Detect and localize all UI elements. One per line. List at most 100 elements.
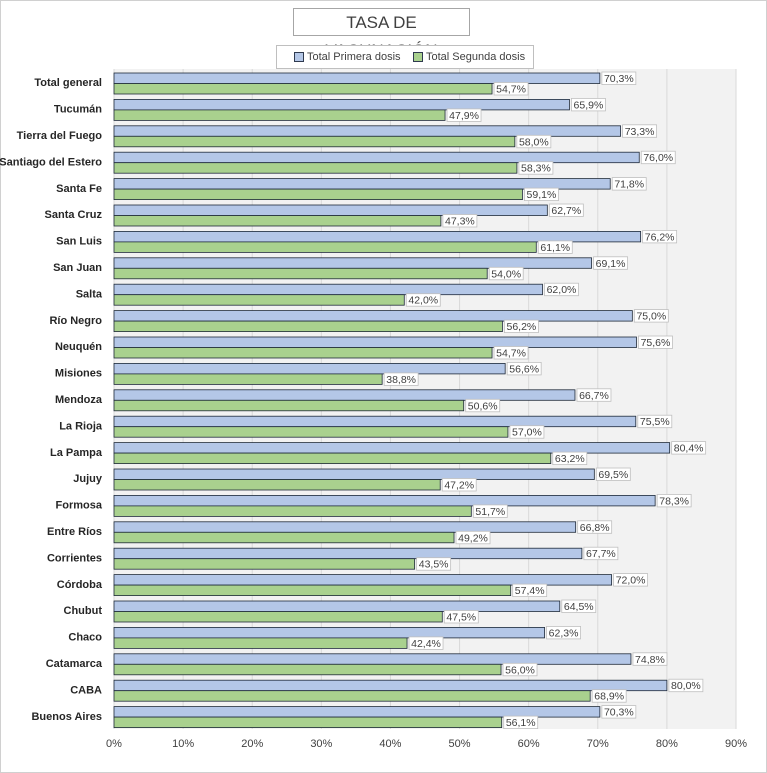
bar-first-dose <box>113 310 633 322</box>
category-label: Mendoza <box>55 394 103 406</box>
bar-first-dose <box>113 204 548 216</box>
data-label-second-dose: 56,0% <box>505 664 535 676</box>
bar-second-dose <box>113 188 523 201</box>
data-label-box <box>493 82 529 96</box>
category-label: Total general <box>34 77 102 89</box>
category-label: San Juan <box>53 262 102 274</box>
bar-first-dose <box>113 283 543 296</box>
data-label-first-dose: 67,7% <box>586 548 616 560</box>
bar-second-dose <box>113 663 502 676</box>
category-label: Catamarca <box>46 658 103 670</box>
data-label-first-dose: 80,0% <box>671 680 701 692</box>
data-label-box <box>488 266 524 281</box>
data-label-box <box>583 546 619 561</box>
category-label: Chubut <box>64 605 103 617</box>
data-label-first-dose: 76,2% <box>645 231 675 243</box>
data-label-box <box>632 652 668 666</box>
data-label-first-dose: 74,8% <box>635 654 665 666</box>
bar-second-dose <box>113 294 405 306</box>
category-label: Entre Ríos <box>47 526 102 538</box>
data-label-box <box>516 134 552 149</box>
data-label-box <box>571 98 606 112</box>
data-label-box <box>622 124 657 138</box>
data-label-second-dose: 54,0% <box>491 268 521 280</box>
data-label-second-dose: 42,0% <box>408 295 438 307</box>
data-label-first-dose: 66,7% <box>579 390 609 402</box>
data-label-second-dose: 47,5% <box>446 612 476 624</box>
x-tick-label: 50% <box>449 738 471 750</box>
x-tick-label: 10% <box>172 738 194 750</box>
data-label-first-dose: 56,6% <box>509 363 539 375</box>
data-label-second-dose: 57,0% <box>512 427 542 439</box>
data-label-box <box>640 150 676 165</box>
bar-first-dose <box>113 494 656 507</box>
data-label-second-dose: 43,5% <box>419 559 449 571</box>
x-tick-label: 0% <box>106 738 122 750</box>
bar-first-dose <box>113 99 570 111</box>
legend-label-second-dose: Total Segunda dosis <box>426 51 526 63</box>
data-label-second-dose: 63,2% <box>555 453 585 465</box>
bar-second-dose <box>113 347 493 359</box>
category-label: Tierra del Fuego <box>17 130 103 142</box>
x-tick-label: 40% <box>379 738 401 750</box>
data-label-box <box>642 229 678 244</box>
category-label: Neuquén <box>55 341 102 353</box>
bar-second-dose <box>113 637 408 649</box>
data-label-box <box>601 705 637 719</box>
bar-first-dose <box>113 230 642 243</box>
data-label-first-dose: 78,3% <box>659 495 689 507</box>
category-label: Santa Fe <box>56 183 102 195</box>
data-label-box <box>455 530 491 545</box>
data-label-second-dose: 50,6% <box>468 400 498 412</box>
data-label-box <box>638 335 673 349</box>
data-label-box <box>544 282 579 297</box>
data-label-box <box>577 520 613 534</box>
category-label: Jujuy <box>73 473 103 485</box>
legend-swatch-first-dose <box>294 52 304 62</box>
bar-second-dose <box>113 611 443 623</box>
category-label: Córdoba <box>57 579 103 591</box>
x-tick-label: 60% <box>518 738 540 750</box>
data-label-first-dose: 62,7% <box>551 205 581 217</box>
x-tick-label: 90% <box>725 738 747 750</box>
bar-second-dose <box>113 505 472 517</box>
data-label-first-dose: 70,3% <box>604 707 634 719</box>
bar-first-dose <box>113 336 637 348</box>
data-label-second-dose: 54,7% <box>496 84 526 96</box>
data-label-first-dose: 80,4% <box>674 443 704 455</box>
data-label-box <box>442 214 478 228</box>
bar-second-dose <box>113 690 591 702</box>
bar-second-dose <box>113 83 493 95</box>
data-label-box <box>552 451 588 466</box>
data-label-box <box>601 71 637 85</box>
data-label-second-dose: 58,3% <box>521 163 551 175</box>
x-tick-label: 80% <box>656 738 678 750</box>
data-label-second-dose: 56,1% <box>506 717 536 729</box>
category-label: Santiago del Estero <box>0 156 102 168</box>
data-label-first-dose: 76,0% <box>643 152 673 164</box>
data-label-second-dose: 59,1% <box>527 189 557 201</box>
data-label-first-dose: 64,5% <box>564 601 594 613</box>
category-label: San Luis <box>56 236 102 248</box>
data-label-box <box>548 203 584 217</box>
bar-first-dose <box>113 600 561 612</box>
bar-first-dose <box>113 389 576 401</box>
bar-second-dose <box>113 399 465 412</box>
data-label-box <box>595 467 631 481</box>
data-label-box <box>465 398 501 413</box>
data-label-first-dose: 62,0% <box>547 284 577 296</box>
category-label: Buenos Aires <box>31 711 102 723</box>
data-label-box <box>506 361 542 376</box>
category-label: La Rioja <box>59 420 103 432</box>
bar-first-dose <box>113 125 621 137</box>
data-label-box <box>509 425 545 439</box>
bar-second-dose <box>113 584 512 596</box>
data-label-box <box>493 346 529 360</box>
legend: Total Primera dosis Total Segunda dosis <box>276 45 534 69</box>
bar-second-dose <box>113 241 537 253</box>
data-label-first-dose: 75,5% <box>640 416 670 428</box>
bar-second-dose <box>113 135 516 148</box>
data-label-second-dose: 47,2% <box>444 480 474 492</box>
data-label-first-dose: 73,3% <box>625 126 655 138</box>
data-label-first-dose: 71,8% <box>614 179 644 191</box>
